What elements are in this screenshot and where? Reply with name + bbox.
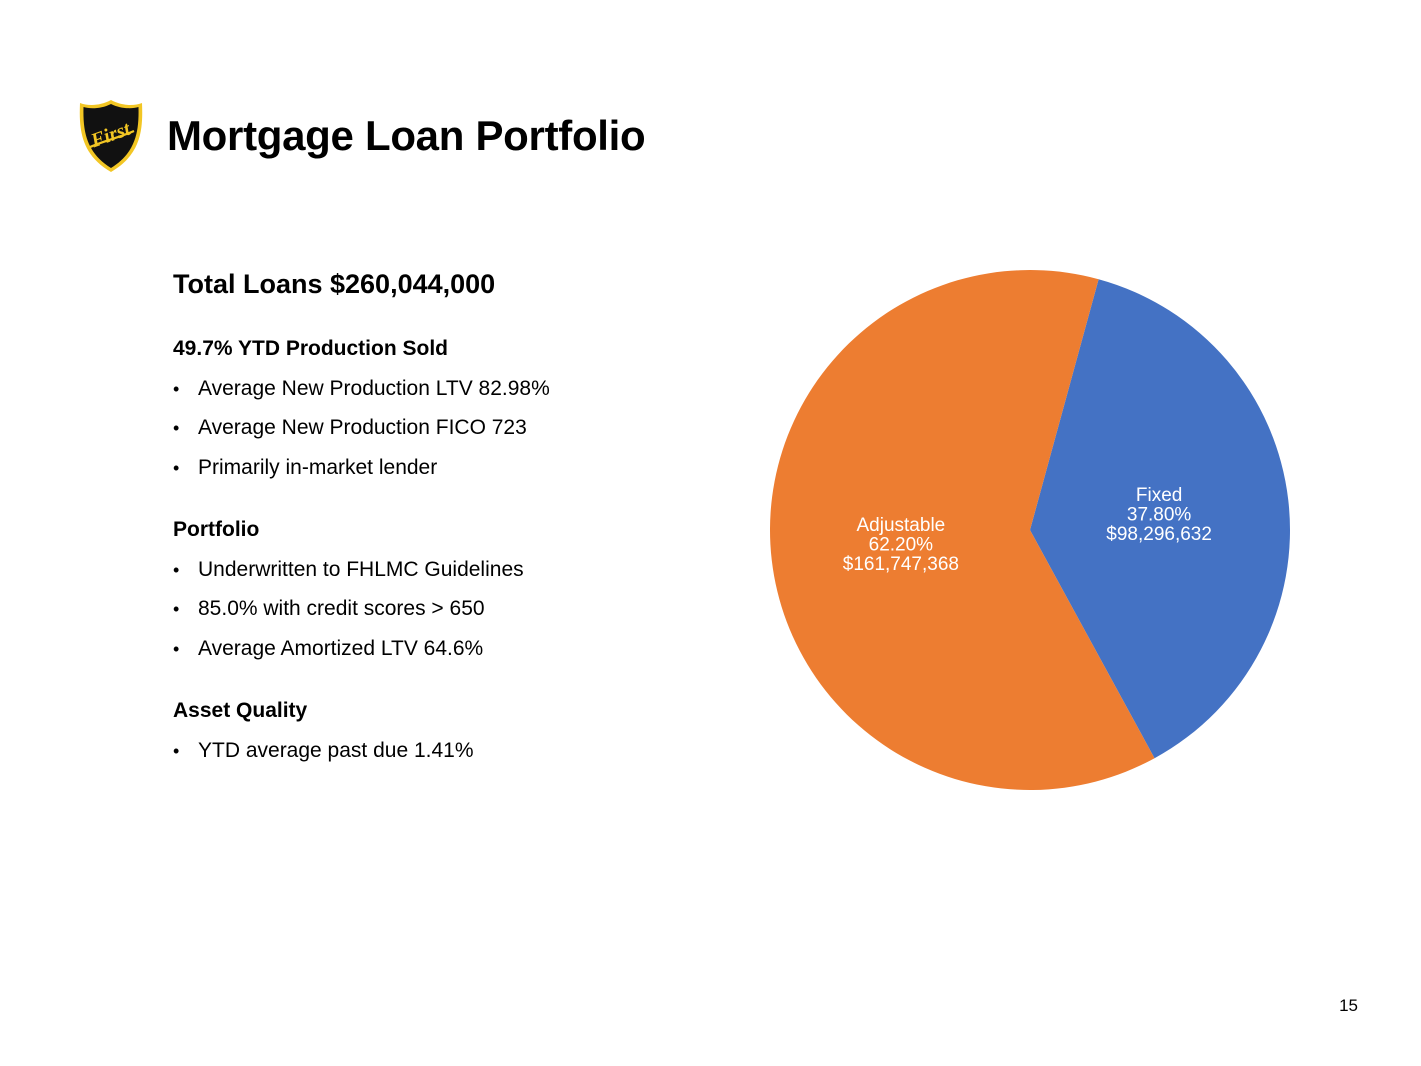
bullet-icon: • (173, 418, 180, 439)
bullet-item: • YTD average past due 1.41% (173, 738, 693, 764)
bullet-icon: • (173, 559, 180, 580)
production-bullets: • Average New Production LTV 82.98% • Aver… (173, 376, 693, 481)
bullet-text: Underwritten to FHLMC Guidelines (198, 557, 524, 581)
pie-label-percent: 37.80% (1127, 504, 1192, 525)
bullet-item: • Primarily in-market lender (173, 455, 693, 481)
portfolio-bullets: • Underwritten to FHLMC Guidelines • 85.0%… (173, 557, 693, 662)
bullet-text: YTD average past due 1.41% (198, 738, 474, 762)
portfolio-section: Portfolio • Underwritten to FHLMC Guideli… (173, 517, 693, 662)
bullet-icon: • (173, 458, 180, 479)
pie-slice-adjustable (770, 269, 1155, 790)
bullet-text: Average New Production LTV 82.98% (198, 376, 550, 400)
pie-label-name: Fixed (1136, 485, 1182, 506)
bullet-icon: • (173, 599, 180, 620)
bullet-item: • Average New Production LTV 82.98% (173, 376, 693, 402)
portfolio-heading: Portfolio (173, 518, 260, 542)
pie-slice-fixed (1030, 279, 1290, 759)
pie-label-amount: $161,747,368 (843, 554, 959, 575)
pie-label-name: Adjustable (857, 515, 946, 536)
pie-label-fixed: Fixed 37.80% $98,296,632 (1106, 485, 1212, 545)
pie-label-adjustable: Adjustable 62.20% $161,747,368 (843, 515, 959, 575)
bullet-icon: • (173, 378, 180, 399)
pie-label-amount: $98,296,632 (1106, 524, 1212, 545)
total-loans: Total Loans $260,044,000 (173, 269, 496, 299)
page-number: 15 (1339, 996, 1358, 1015)
bullet-item: • 85.0% with credit scores > 650 (173, 596, 693, 622)
bullet-text: Average New Production FICO 723 (198, 416, 527, 440)
asset-quality-section: Asset Quality • YTD average past due 1.41… (173, 698, 693, 764)
bullet-icon: • (173, 639, 180, 660)
bullet-item: • Average Amortized LTV 64.6% (173, 636, 693, 662)
summary-panel: Total Loans $260,044,000 49.7% YTD Produ… (173, 266, 693, 764)
bullet-icon: • (173, 740, 180, 761)
production-section: 49.7% YTD Production Sold • Average New P… (173, 336, 693, 481)
logo-shield-inner (83, 104, 139, 168)
production-heading: 49.7% YTD Production Sold (173, 337, 448, 360)
pie-label-percent: 62.20% (869, 535, 934, 556)
pie-labels: Fixed 37.80% $98,296,632 Adjustable 62.20% $1… (843, 485, 1212, 575)
first-logo: First (79, 100, 143, 172)
bullet-text: Average Amortized LTV 64.6% (198, 637, 484, 661)
pie-slices (770, 269, 1290, 790)
bullet-item: • Average New Production FICO 723 (173, 415, 693, 441)
page-title: Mortgage Loan Portfolio (167, 112, 646, 159)
bullet-text: 85.0% with credit scores > 650 (198, 597, 485, 621)
bullet-item: • Underwritten to FHLMC Guidelines (173, 557, 693, 583)
logo-swash (87, 129, 135, 149)
asset-quality-bullets: • YTD average past due 1.41% (173, 738, 693, 764)
asset-quality-heading: Asset Quality (173, 699, 308, 723)
loan-type-pie-chart: Fixed 37.80% $98,296,632 Adjustable 62.20% $1… (770, 269, 1290, 790)
bullet-text: Primarily in-market lender (198, 456, 438, 480)
